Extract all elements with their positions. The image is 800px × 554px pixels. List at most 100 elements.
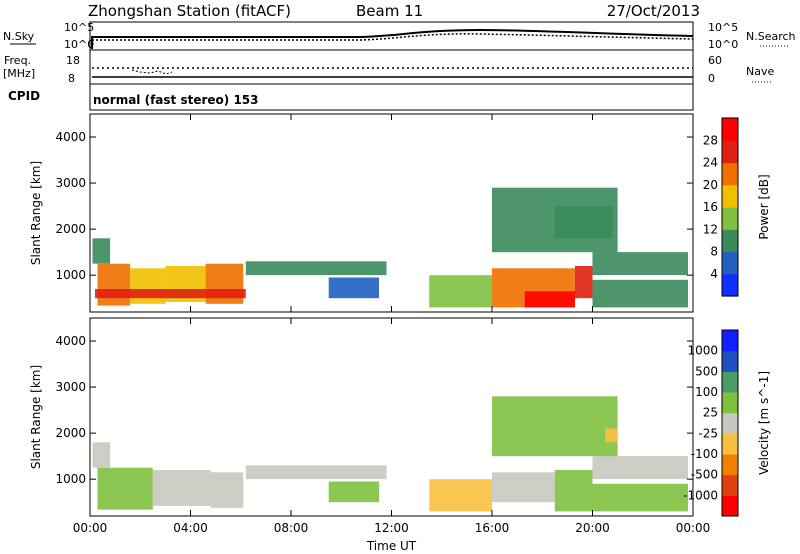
cpid-label: CPID (8, 89, 40, 103)
colorbar-tick-2-5: 25 (703, 406, 718, 420)
mode-label: normal (fast stereo) 153 (93, 93, 259, 107)
y-axis-label-2: Slant Range [km] (29, 365, 43, 469)
date-label: 27/Oct/2013 (607, 2, 700, 20)
freq-label-1: Freq. (4, 54, 31, 67)
data-patch-2-7 (429, 479, 492, 512)
colorbar-tick-2-3: -100 (691, 447, 718, 461)
data-patch-1-5 (95, 289, 246, 299)
nsearch-hi: 10^5 (708, 21, 738, 34)
colorbar-segment-1-7 (722, 140, 738, 164)
colorbar-segment-1-2 (722, 251, 738, 275)
station-title: Zhongshan Station (fitACF) (88, 2, 291, 20)
y-tick-label-1-3: 3000 (55, 176, 86, 190)
data-patch-2-3 (210, 472, 244, 508)
data-patch-1-14 (592, 279, 688, 308)
colorbar-segment-1-8 (722, 118, 738, 141)
y-tick-label-1-2: 2000 (55, 222, 86, 236)
data-patch-2-10 (592, 456, 688, 480)
colorbar-segment-2-1 (722, 495, 738, 517)
data-patch-1-7 (245, 261, 387, 276)
data-patch-2-11 (592, 483, 688, 512)
nsearch-lo: 10^0 (708, 38, 738, 51)
colorbar-frame-1 (721, 117, 739, 297)
x-tick-label-4: 12:00 (374, 521, 409, 535)
data-patch-1-6 (92, 238, 111, 264)
nsky-hi: 10^5 (64, 21, 94, 34)
data-patch-1-12 (574, 266, 593, 299)
y-tick-label-1-1: 1000 (55, 268, 86, 282)
freq-lo: 8 (68, 72, 75, 85)
x-tick-label-1: 00:00 (73, 521, 108, 535)
data-patch-1-2 (130, 268, 166, 304)
nsky-label: N.Sky (3, 30, 35, 43)
data-patch-2-9 (554, 470, 593, 512)
colorbar-segment-2-7 (722, 371, 738, 393)
data-patch-2-4 (92, 442, 111, 468)
nave-hi: 60 (708, 54, 722, 67)
y-tick-label-2-3: 3000 (55, 380, 86, 394)
x-tick-label-6: 20:00 (575, 521, 610, 535)
colorbar-segment-1-4 (722, 207, 738, 230)
colorbar-segment-2-5 (722, 412, 738, 434)
data-patch-2-13 (605, 428, 618, 443)
y-tick-label-2-1: 1000 (55, 472, 86, 486)
colorbar-segment-1-1 (722, 273, 738, 297)
colorbar-label-1: Power [dB] (757, 174, 771, 239)
y-tick-label-2-4: 4000 (55, 334, 86, 348)
colorbar-tick-2-6: 100 (695, 385, 718, 399)
nsearch-label: N.Search (746, 30, 796, 43)
colorbar-frame-2 (721, 329, 739, 517)
colorbar-tick-1-1: 4 (710, 267, 718, 281)
data-patch-1-9 (429, 275, 492, 308)
panels: 1000 2000 3000 4000 Slant Range [km] 4 8 12 16 20… (29, 113, 771, 553)
nsky-trace (92, 28, 694, 38)
colorbar-tick-2-8: 1000 (687, 344, 718, 358)
colorbar-segment-1-6 (722, 162, 738, 186)
colorbar-segment-1-3 (722, 229, 738, 253)
freq-hi: 18 (66, 54, 80, 67)
data-patch-2-8 (492, 472, 555, 503)
colorbar-tick-1-4: 16 (703, 200, 718, 214)
colorbar-label-2: Velocity [m s^-1] (757, 371, 771, 475)
data-patch-2-6 (328, 481, 379, 503)
x-axis-label: Time UT (366, 539, 417, 553)
data-patch-2-2 (152, 470, 211, 506)
y-axis-label-1: Slant Range [km] (29, 161, 43, 265)
x-tick-label-3: 08:00 (274, 521, 309, 535)
nsky-lo: 10^0 (64, 38, 94, 51)
colorbar-tick-1-7: 28 (703, 133, 718, 147)
colorbar-tick-1-2: 8 (710, 245, 718, 259)
colorbar-tick-2-1: -1000 (683, 488, 718, 502)
data-patch-2-1 (97, 467, 153, 510)
colorbar-tick-1-6: 24 (703, 156, 718, 170)
freq-label-2: [MHz] (3, 67, 35, 80)
colorbar-segment-2-4 (722, 433, 738, 455)
x-tick-label-7: 00:00 (676, 521, 711, 535)
colorbar-segment-2-8 (722, 350, 738, 372)
data-patch-1-13 (592, 252, 688, 276)
data-patch-1-8 (328, 277, 379, 299)
colorbar-segment-1-5 (722, 184, 738, 208)
colorbar-segment-2-2 (722, 474, 738, 496)
colorbar-segment-2-6 (722, 392, 738, 414)
x-tick-label-5: 16:00 (475, 521, 510, 535)
data-patch-2-5 (245, 465, 387, 480)
colorbar-tick-1-3: 12 (703, 222, 718, 236)
colorbar-tick-2-7: 500 (695, 364, 718, 378)
y-tick-label-1-4: 4000 (55, 130, 86, 144)
colorbar-tick-1-5: 20 (703, 178, 718, 192)
data-patch-1-11 (524, 291, 575, 308)
beam-label: Beam 11 (356, 2, 423, 20)
nave-dip (131, 69, 173, 75)
colorbar-segment-2-9 (722, 330, 738, 352)
nave-label: Nave (746, 65, 774, 78)
data-patch-1-1 (97, 263, 131, 306)
nave-lo: 0 (708, 72, 715, 85)
strip-frame (89, 21, 694, 111)
data-patch-1-16 (554, 206, 613, 239)
colorbar-tick-2-2: -500 (691, 468, 718, 482)
x-tick-label-2: 04:00 (173, 521, 208, 535)
colorbar-tick-2-4: -25 (698, 426, 718, 440)
colorbar-segment-2-3 (722, 454, 738, 476)
